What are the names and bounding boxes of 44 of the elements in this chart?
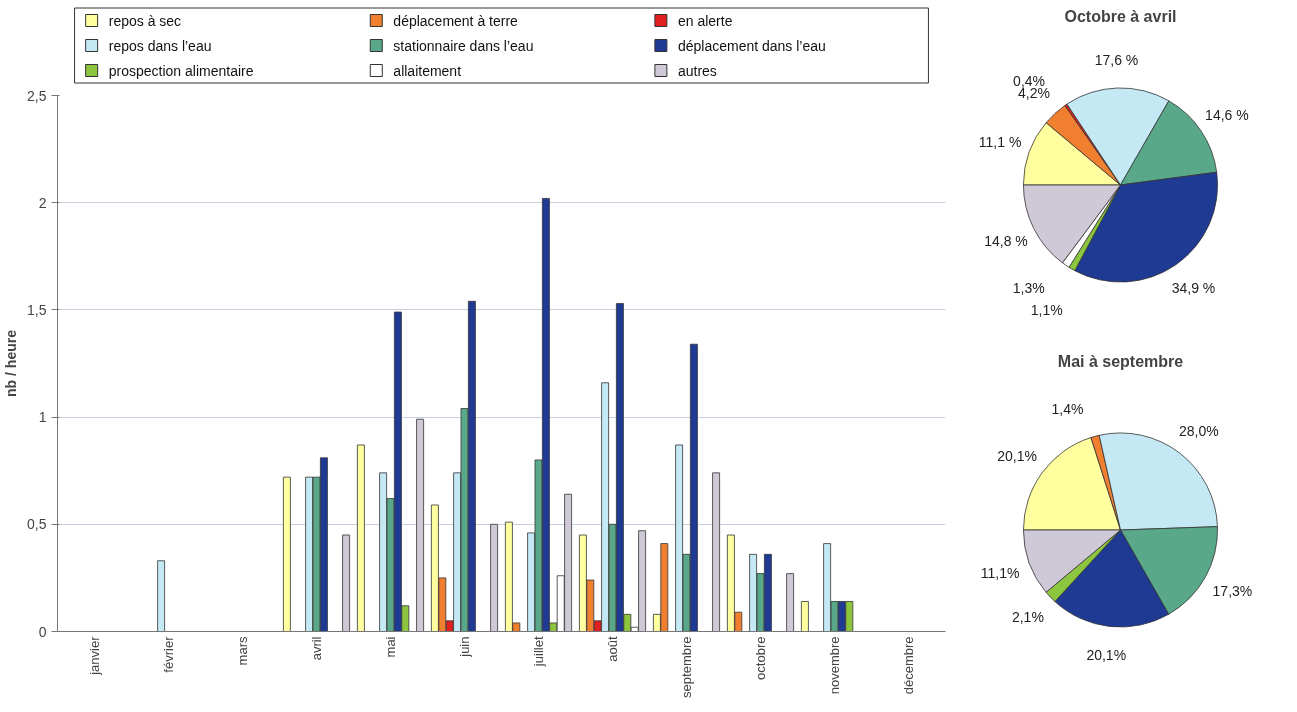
x-tick-label: février (161, 635, 176, 673)
x-tick-label: novembre (827, 636, 842, 695)
legend-label: stationnaire dans l’eau (393, 37, 534, 54)
y-tick-label: 1 (38, 409, 47, 426)
data-label: 34,9 % (1171, 280, 1216, 297)
data-label: 1,1% (1030, 301, 1063, 318)
legend-label: repos à sec (108, 12, 182, 29)
legend-label: déplacement dans l’eau (677, 37, 826, 54)
y-tick-label: 1,5 (27, 301, 47, 318)
legend-label: en alerte (677, 12, 733, 29)
legend-label: autres (677, 62, 717, 79)
chart-title: Mai à septembre (1057, 352, 1184, 370)
data-label: 14,6 % (1205, 107, 1249, 124)
y-tick-label: 0 (38, 623, 47, 640)
x-tick-label: avril (309, 636, 324, 661)
legend-label: déplacement à terre (393, 12, 519, 29)
data-label: 28,0% (1178, 422, 1219, 439)
x-tick-label: janvier (87, 635, 102, 676)
data-label: 2,1% (1011, 608, 1044, 625)
data-label: 17,6 % (1094, 51, 1139, 68)
y-tick-label: 0,5 (27, 516, 47, 533)
x-tick-label: août (605, 636, 620, 662)
data-label: 11,1 % (978, 134, 1022, 151)
data-label: 1,3% (1012, 280, 1045, 297)
x-tick-label: septembre (679, 636, 694, 698)
x-tick-label: juillet (531, 636, 546, 668)
x-tick-label: octobre (753, 636, 768, 680)
legend-label: allaitement (393, 62, 462, 79)
chart-title: Octobre à avril (1064, 7, 1177, 25)
x-tick-label: décembre (901, 636, 916, 695)
data-label: 1,4% (1051, 400, 1084, 417)
legend-label: prospection alimentaire (108, 62, 254, 79)
x-tick-label: mars (235, 636, 250, 666)
data-label: 20,1% (997, 448, 1037, 465)
data-label: 17,3% (1212, 583, 1253, 600)
y-axis-title: nb / heure (3, 329, 20, 397)
data-label: 11,1% (980, 564, 1020, 581)
data-label: 14,8 % (984, 233, 1028, 250)
y-tick-label: 2,5 (27, 87, 47, 104)
x-tick-label: mai (383, 636, 398, 658)
data-label: 20,1% (1086, 646, 1127, 663)
x-tick-label: juin (457, 636, 472, 658)
y-tick-label: 2 (38, 194, 47, 211)
legend-label: repos dans l’eau (108, 37, 212, 54)
